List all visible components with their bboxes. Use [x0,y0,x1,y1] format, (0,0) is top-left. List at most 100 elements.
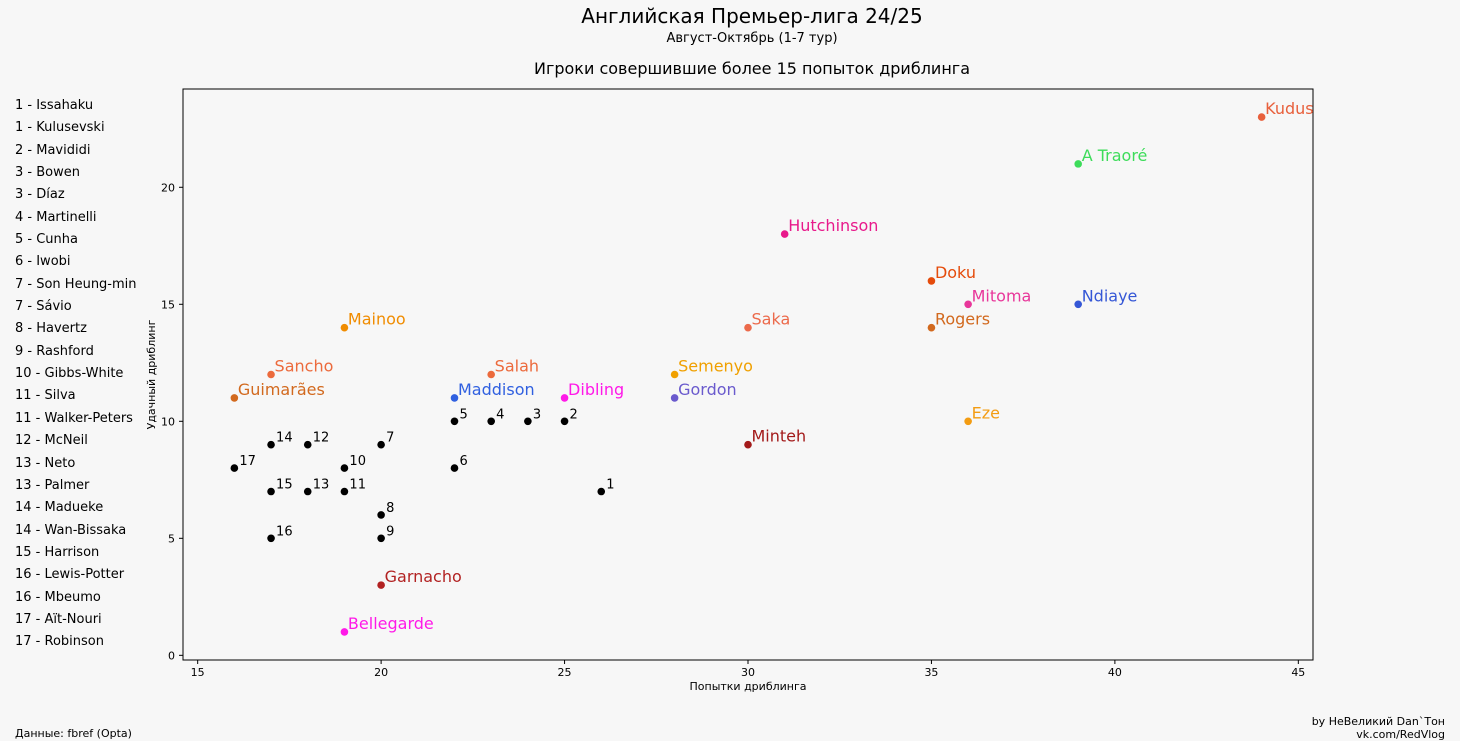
numbered-point [303,440,312,449]
numbered-point [340,487,349,496]
x-tick-label: 45 [1291,666,1305,679]
player-point [964,417,972,426]
player-point-label: Dibling [568,380,624,399]
y-tick-label: 0 [168,649,175,662]
player-point-label: Doku [935,263,976,282]
legend-item: 13 - Palmer [15,477,90,493]
legend-item: 16 - Mbeumo [15,589,101,605]
legend-item: 14 - Wan-Bissaka [15,522,127,538]
player-point [780,230,789,238]
numbered-point-label: 6 [459,454,467,469]
y-tick-label: 20 [161,181,175,194]
player-point [267,370,275,379]
player-point [487,370,495,379]
numbered-point [487,417,495,426]
legend-item: 9 - Rashford [15,343,94,359]
player-point-label: Kudus [1265,99,1313,118]
x-tick-label: 40 [1108,666,1122,679]
legend-item: 4 - Martinelli [15,209,97,225]
x-axis-label: Попытки дриблинга [690,680,807,693]
legend-item: 2 - Mavididi [15,142,91,158]
numbered-point-label: 15 [276,478,293,493]
player-number-legend: 1 - Issahaku 1 - Kulusevski 2 - Mavididi 3 … [15,95,137,654]
numbered-point-label: 1 [606,478,614,493]
player-point-label: Bellegarde [348,614,434,633]
legend-item: 16 - Lewis-Potter [15,567,125,583]
legend-item: 3 - Bowen [15,165,80,181]
chart-title: Игроки совершившие более 15 попыток дриб… [533,59,970,78]
player-point-label: Mitoma [972,286,1032,305]
x-tick-label: 30 [741,666,755,679]
plot-area [182,88,1314,661]
author-link: vk.com/RedVlog [1356,728,1445,741]
numbered-point-label: 9 [386,524,394,539]
x-tick-label: 15 [191,666,205,679]
player-point-label: Sancho [275,357,334,376]
legend-item: 7 - Sávio [15,299,72,315]
legend-item: 5 - Cunha [15,232,78,248]
legend-item: 7 - Son Heung-min [15,276,137,292]
numbered-point-label: 8 [386,501,394,516]
numbered-point-label: 11 [349,478,366,493]
player-point [1257,113,1266,121]
y-tick-label: 10 [161,415,175,428]
numbered-point-label: 10 [349,454,366,469]
numbered-point [267,440,275,449]
x-tick-label: 25 [558,666,572,679]
player-point-label: Rogers [935,310,990,329]
numbered-point-label: 17 [239,454,256,469]
y-axis-label: Удачный дриблинг [145,319,158,429]
player-point [964,300,972,309]
legend-item: 11 - Silva [15,388,76,404]
player-point-label: Maddison [458,380,535,399]
x-tick-label: 35 [924,666,938,679]
player-point [560,394,569,402]
numbered-point [560,417,569,426]
legend-item: 14 - Madueke [15,500,104,516]
numbered-point [377,534,385,543]
player-point-label: A Traoré [1082,146,1148,165]
page-subtitle: Август-Октябрь (1-7 тур) [666,31,838,46]
legend-item: 6 - Iwobi [15,254,71,270]
player-point [927,323,936,332]
player-point [340,323,349,332]
y-tick-label: 15 [161,298,175,311]
numbered-point [377,440,385,449]
legend-item: 13 - Neto [15,455,76,471]
numbered-point [450,464,459,472]
legend-item: 1 - Kulusevski [15,120,105,136]
numbered-point [524,417,532,426]
legend-item: 3 - Díaz [15,187,65,203]
player-point-label: Ndiaye [1082,286,1138,305]
player-point-label: Hutchinson [788,216,878,235]
player-point-label: Mainoo [348,310,406,329]
player-point-label: Garnacho [385,567,462,586]
numbered-point [450,417,459,426]
x-tick-label: 20 [374,666,388,679]
numbered-point-label: 16 [276,524,293,539]
legend-item: 11 - Walker-Peters [15,410,133,426]
player-point-label: Gordon [678,380,737,399]
player-point-label: Semenyo [678,357,753,376]
numbered-point [340,464,349,472]
player-point [230,394,239,402]
legend-item: 12 - McNeil [15,433,88,449]
numbered-point-label: 7 [386,431,394,446]
numbered-point-label: 14 [276,431,293,446]
player-point-label: Eze [972,403,1000,422]
author-name: by НеВеликий Dan`Тон [1311,715,1445,728]
player-point-label: Guimarães [238,380,325,399]
numbered-point-label: 2 [570,407,578,422]
legend-item: 15 - Harrison [15,544,100,560]
author-credit: by НеВеликий Dan`Тон vk.com/RedVlog [1312,715,1445,741]
numbered-point-label: 4 [496,407,504,422]
numbered-point [267,534,275,543]
numbered-point-label: 12 [313,431,330,446]
numbered-point [267,487,275,496]
player-point [670,394,679,402]
player-point [927,277,936,285]
numbered-point [597,487,606,496]
player-point [670,370,679,379]
player-point [450,394,459,402]
